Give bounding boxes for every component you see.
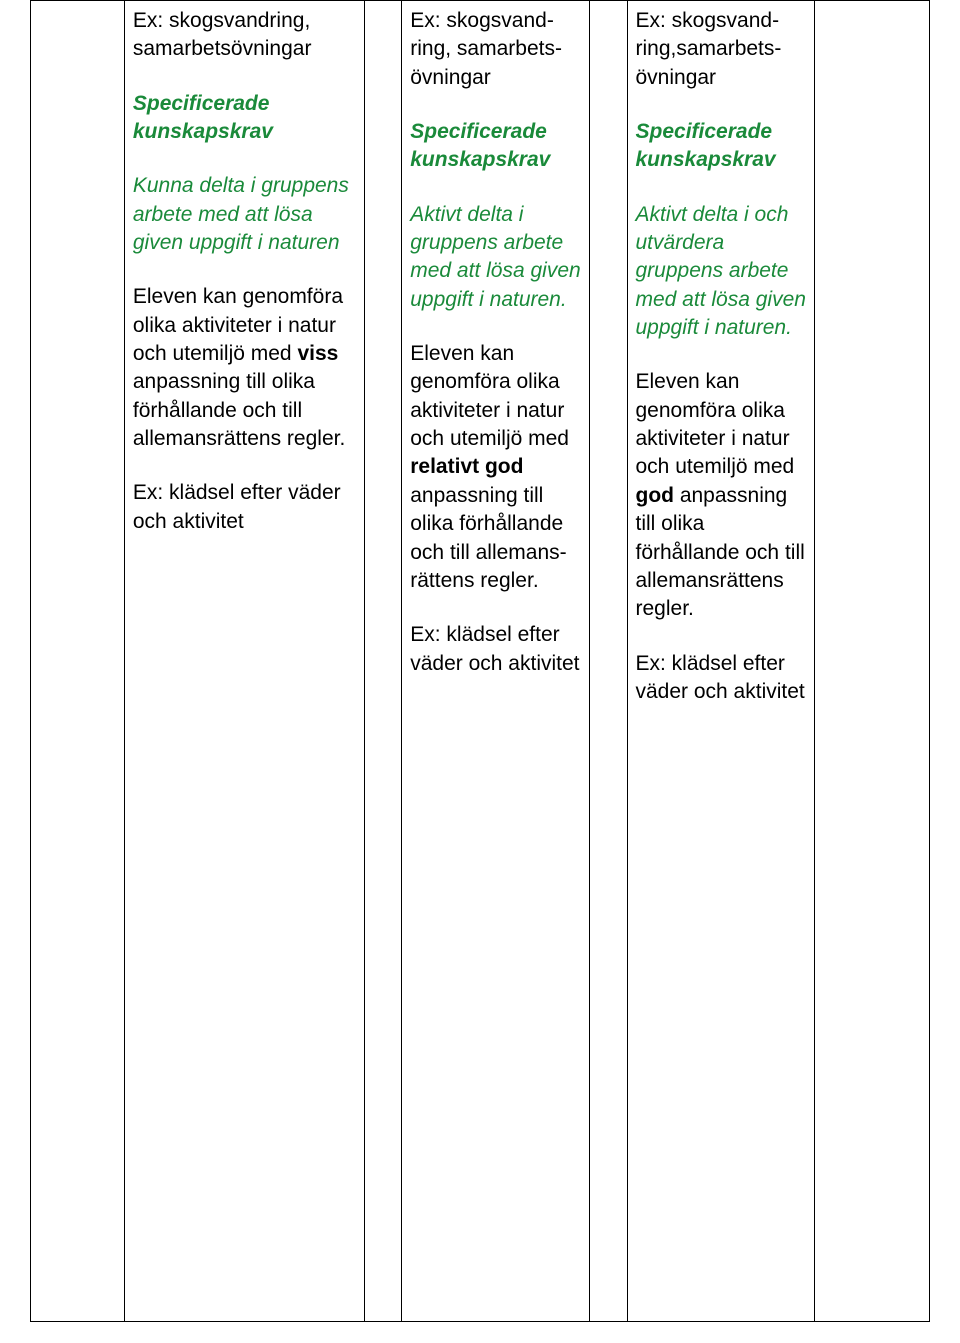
example-end: Ex: klädsel efter väder och aktivitet	[133, 479, 356, 536]
cell-gap-1	[364, 1, 402, 1322]
cell-empty-right	[815, 1, 930, 1322]
spec-heading: Specifice­rade kunskaps­krav	[636, 118, 807, 175]
body-pre: Eleven kan genomföra olika aktiviteter i…	[636, 370, 795, 478]
cell-col-1: Ex: skogsvandring, samarbetsövningar Spe…	[124, 1, 364, 1322]
body-post: anpassning till olika förhållande och ti…	[410, 484, 566, 592]
goal-text: Kunna delta i gruppens arbete med att lö…	[133, 172, 356, 257]
cell-col-2: Ex: skogsvand­ring, samarbets­övningar S…	[402, 1, 590, 1322]
cell-empty-left	[31, 1, 125, 1322]
spec-heading: Specifice­rade kunskaps­krav	[410, 118, 581, 175]
example-intro: Ex: skogsvandring, samarbetsövningar	[133, 7, 356, 64]
table-row: Ex: skogsvandring, samarbetsövningar Spe…	[31, 1, 930, 1322]
body-bold: relativt god	[410, 455, 523, 478]
criteria-table: Ex: skogsvandring, samarbetsövningar Spe…	[30, 0, 930, 1322]
cell-col-3: Ex: skogsvand­ring,sam­arbets­övningar S…	[627, 1, 815, 1322]
body-bold: viss	[297, 342, 338, 365]
goal-text: Aktivt delta i gruppens arbete med att l…	[410, 201, 581, 314]
body-pre: Eleven kan genomföra olika aktiviteter i…	[410, 342, 569, 450]
example-intro: Ex: skogsvand­ring,sam­arbets­övningar	[636, 7, 807, 92]
goal-text: Aktivt delta i och utvärdera gruppens ar…	[636, 201, 807, 343]
spec-heading: Specificerade kunskapskrav	[133, 90, 356, 147]
body-text: Eleven kan genomföra olika aktiviteter i…	[410, 340, 581, 595]
body-post: anpassning till olika förhållande och ti…	[133, 370, 345, 450]
example-intro: Ex: skogsvand­ring, samarbets­övningar	[410, 7, 581, 92]
body-bold: god	[636, 484, 674, 507]
body-text: Eleven kan genomföra olika aktiviteter i…	[636, 368, 807, 623]
page: Ex: skogsvandring, samarbetsövningar Spe…	[0, 0, 960, 1343]
example-end: Ex: klädsel efter väder och aktivitet	[410, 621, 581, 678]
example-end: Ex: klädsel efter väder och aktivitet	[636, 650, 807, 707]
cell-gap-2	[589, 1, 627, 1322]
body-text: Eleven kan genomföra olika aktiviteter i…	[133, 283, 356, 453]
